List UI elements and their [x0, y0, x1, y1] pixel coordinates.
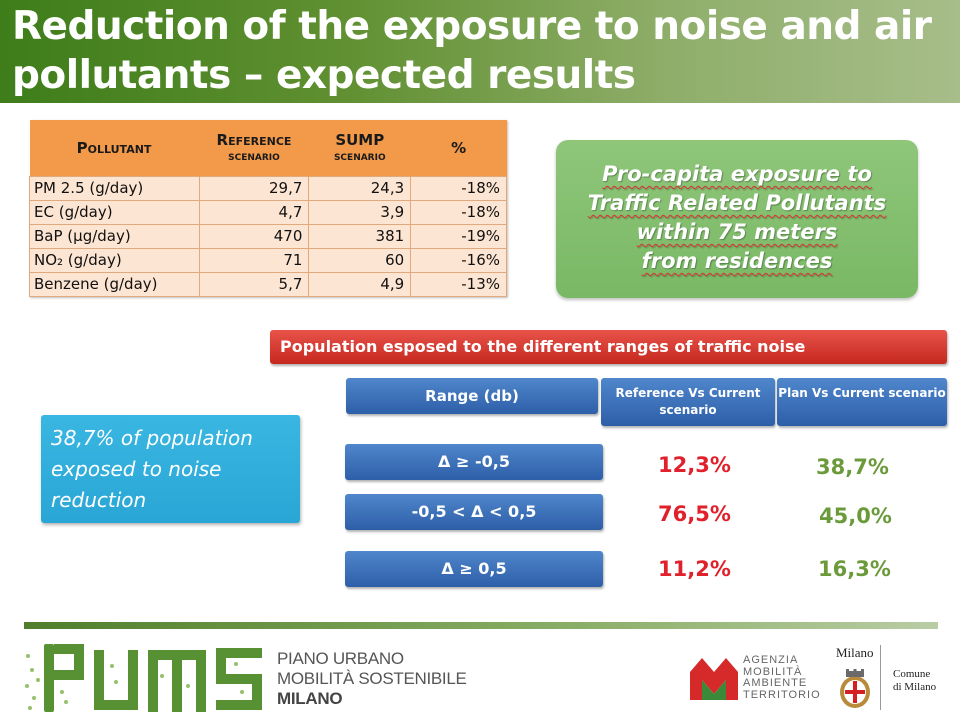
plan-value: 45,0%: [819, 504, 892, 528]
header-plan-vs-current: Plan Vs Current scenario: [777, 378, 947, 426]
header-sump: SUMP scenario: [308, 120, 412, 176]
header-range: Range (db): [346, 378, 598, 414]
reference-value: 11,2%: [658, 557, 731, 581]
cell-sump: 4,9: [308, 271, 412, 297]
cell-pollutant: Benzene (g/day): [29, 271, 200, 297]
cell-percent: -16%: [410, 247, 507, 273]
table-header-row: Pollutant Reference scenario SUMP scenar…: [29, 120, 507, 176]
milano-label: Milano: [836, 645, 874, 660]
cell-reference: 71: [198, 247, 310, 273]
cell-percent: -13%: [410, 271, 507, 297]
amat-line2: MOBILITÀ: [743, 665, 803, 678]
cell-sump: 3,9: [308, 199, 412, 225]
noise-banner: Population esposed to the different rang…: [270, 330, 947, 364]
header-percent: %: [410, 120, 507, 176]
pums-wordmark: PIANO URBANO MOBILITÀ SOSTENIBILE MILANO: [277, 649, 467, 709]
header-pollutant: Pollutant: [29, 120, 200, 176]
exposure-note-text: Pro-capita exposure to Traffic Related P…: [556, 160, 918, 276]
exposure-note-box: Pro-capita exposure to Traffic Related P…: [556, 140, 918, 298]
amat-wordmark: AGENZIA MOBILITÀ AMBIENTE TERRITORIO: [743, 654, 821, 701]
exposure-note-line1: Pro-capita exposure to: [602, 162, 872, 186]
pums-line2: MOBILITÀ SOSTENIBILE: [277, 669, 467, 688]
milano-divider: [880, 645, 881, 710]
reference-value: 76,5%: [658, 502, 731, 526]
footer-divider: [24, 622, 938, 629]
table-row: NO₂ (g/day) 71 60 -16%: [29, 247, 507, 273]
amat-line3: AMBIENTE: [743, 677, 808, 689]
header-reference-vs-current: Reference Vs Current scenario: [601, 378, 775, 426]
table-row: Benzene (g/day) 5,7 4,9 -13%: [29, 271, 507, 297]
exposure-note-line3: within 75 meters: [636, 220, 838, 244]
table-row: EC (g/day) 4,7 3,9 -18%: [29, 199, 507, 225]
plan-value: 38,7%: [816, 455, 889, 479]
cell-sump: 60: [308, 247, 412, 273]
amat-logo-mark: [690, 658, 738, 700]
cell-reference: 470: [198, 223, 310, 249]
exposure-note-line4: from residences: [641, 249, 833, 273]
pums-logo: [25, 644, 262, 712]
reference-value: 12,3%: [658, 453, 731, 477]
cell-percent: -18%: [410, 175, 507, 201]
table-row: PM 2.5 (g/day) 29,7 24,3 -18%: [29, 175, 507, 201]
cell-pollutant: EC (g/day): [29, 199, 200, 225]
plan-value: 16,3%: [818, 557, 891, 581]
cell-reference: 4,7: [198, 199, 310, 225]
header-reference: Reference scenario: [199, 120, 310, 176]
slide-title-line2: pollutants – expected results: [12, 53, 636, 98]
exposure-note-line2: Traffic Related Pollutants: [587, 191, 887, 215]
noise-reduction-callout: 38,7% of population exposed to noise red…: [41, 415, 300, 523]
comune-line2: di Milano: [893, 681, 937, 693]
cell-pollutant: BaP (µg/day): [29, 223, 200, 249]
amat-line1: AGENZIA: [743, 654, 799, 666]
slide-title: Reduction of the exposure to noise and a…: [12, 2, 952, 100]
cell-percent: -18%: [410, 199, 507, 225]
cell-percent: -19%: [410, 223, 507, 249]
range-label: Δ ≥ 0,5: [345, 551, 603, 587]
pums-line1: PIANO URBANO: [277, 649, 404, 668]
cell-reference: 29,7: [198, 175, 310, 201]
pums-line3: MILANO: [277, 689, 343, 708]
range-label: Δ ≥ -0,5: [345, 444, 603, 480]
cell-sump: 24,3: [308, 175, 412, 201]
comune-line1: Comune: [893, 668, 931, 680]
table-row: BaP (µg/day) 470 381 -19%: [29, 223, 507, 249]
slide-title-line1: Reduction of the exposure to noise and a…: [12, 4, 932, 49]
milano-crest-icon: [840, 669, 870, 708]
comune-label: Comune di Milano: [893, 668, 936, 694]
pollutant-table: Pollutant Reference scenario SUMP scenar…: [29, 120, 507, 297]
cell-reference: 5,7: [198, 271, 310, 297]
cell-pollutant: PM 2.5 (g/day): [29, 175, 200, 201]
cell-sump: 381: [308, 223, 412, 249]
range-label: -0,5 < Δ < 0,5: [345, 494, 603, 530]
cell-pollutant: NO₂ (g/day): [29, 247, 200, 273]
title-banner: [0, 0, 960, 103]
amat-line4: TERRITORIO: [743, 688, 821, 701]
